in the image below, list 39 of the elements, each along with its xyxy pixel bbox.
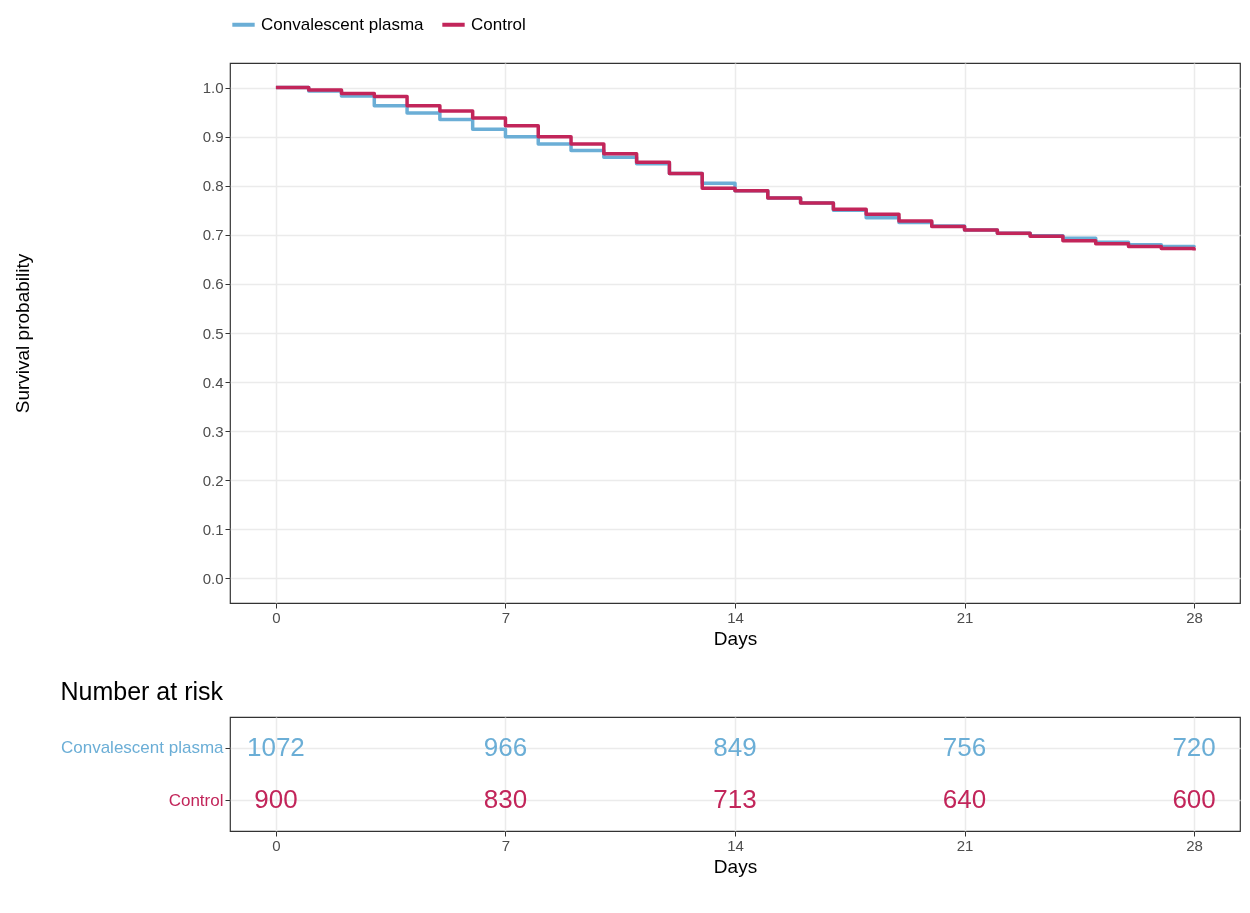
data-label: 830 [483, 784, 528, 815]
x-tick-label: 0 [272, 836, 281, 854]
x-tick-label: 21 [956, 608, 974, 626]
x-tick-label: 0 [272, 608, 281, 626]
y-tick-label: 0.9 [202, 128, 224, 146]
y-tick-label: Convalescent plasma [60, 738, 225, 758]
x-tick-label: 28 [1186, 608, 1203, 626]
x-tick-label: 21 [956, 836, 974, 854]
legend-label: Control [471, 14, 526, 34]
y-tick-label: 0.2 [202, 471, 224, 489]
legend-label: Convalescent plasma [261, 14, 425, 34]
data-label: 640 [942, 784, 987, 815]
chart-title: Number at risk [60, 677, 224, 705]
x-tick-label: 14 [727, 836, 744, 854]
data-label: 849 [713, 731, 757, 762]
y-tick-label: 0.1 [202, 520, 224, 538]
x-tick-label: 28 [1186, 836, 1203, 854]
y-tick-label: 0.4 [202, 373, 224, 391]
x-tick-label: 14 [727, 608, 744, 626]
y-tick-label: 0.0 [202, 569, 224, 587]
y-tick-label: 1.0 [202, 79, 224, 97]
data-label: 720 [1172, 731, 1216, 762]
y-axis-title: Survival probability [11, 253, 33, 414]
data-label: 600 [1172, 784, 1216, 815]
x-tick-label: 7 [501, 608, 511, 626]
y-tick-label: 0.3 [202, 422, 224, 440]
y-tick-label: 0.5 [202, 324, 224, 342]
y-tick-label: 0.6 [202, 275, 224, 293]
x-axis-title: Days [713, 627, 758, 649]
y-tick-label: Control [168, 790, 224, 810]
data-label: 966 [483, 731, 528, 762]
data-label: 713 [713, 784, 757, 815]
data-label: 900 [254, 784, 298, 815]
y-tick-label: 0.7 [202, 226, 224, 244]
x-tick-label: 7 [501, 836, 511, 854]
y-tick-label: 0.8 [202, 177, 224, 195]
x-axis-title: Days [713, 855, 758, 877]
data-label: 756 [942, 731, 987, 762]
data-label: 1072 [246, 731, 305, 762]
